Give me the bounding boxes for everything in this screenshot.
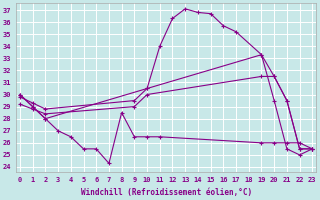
- X-axis label: Windchill (Refroidissement éolien,°C): Windchill (Refroidissement éolien,°C): [81, 188, 252, 197]
